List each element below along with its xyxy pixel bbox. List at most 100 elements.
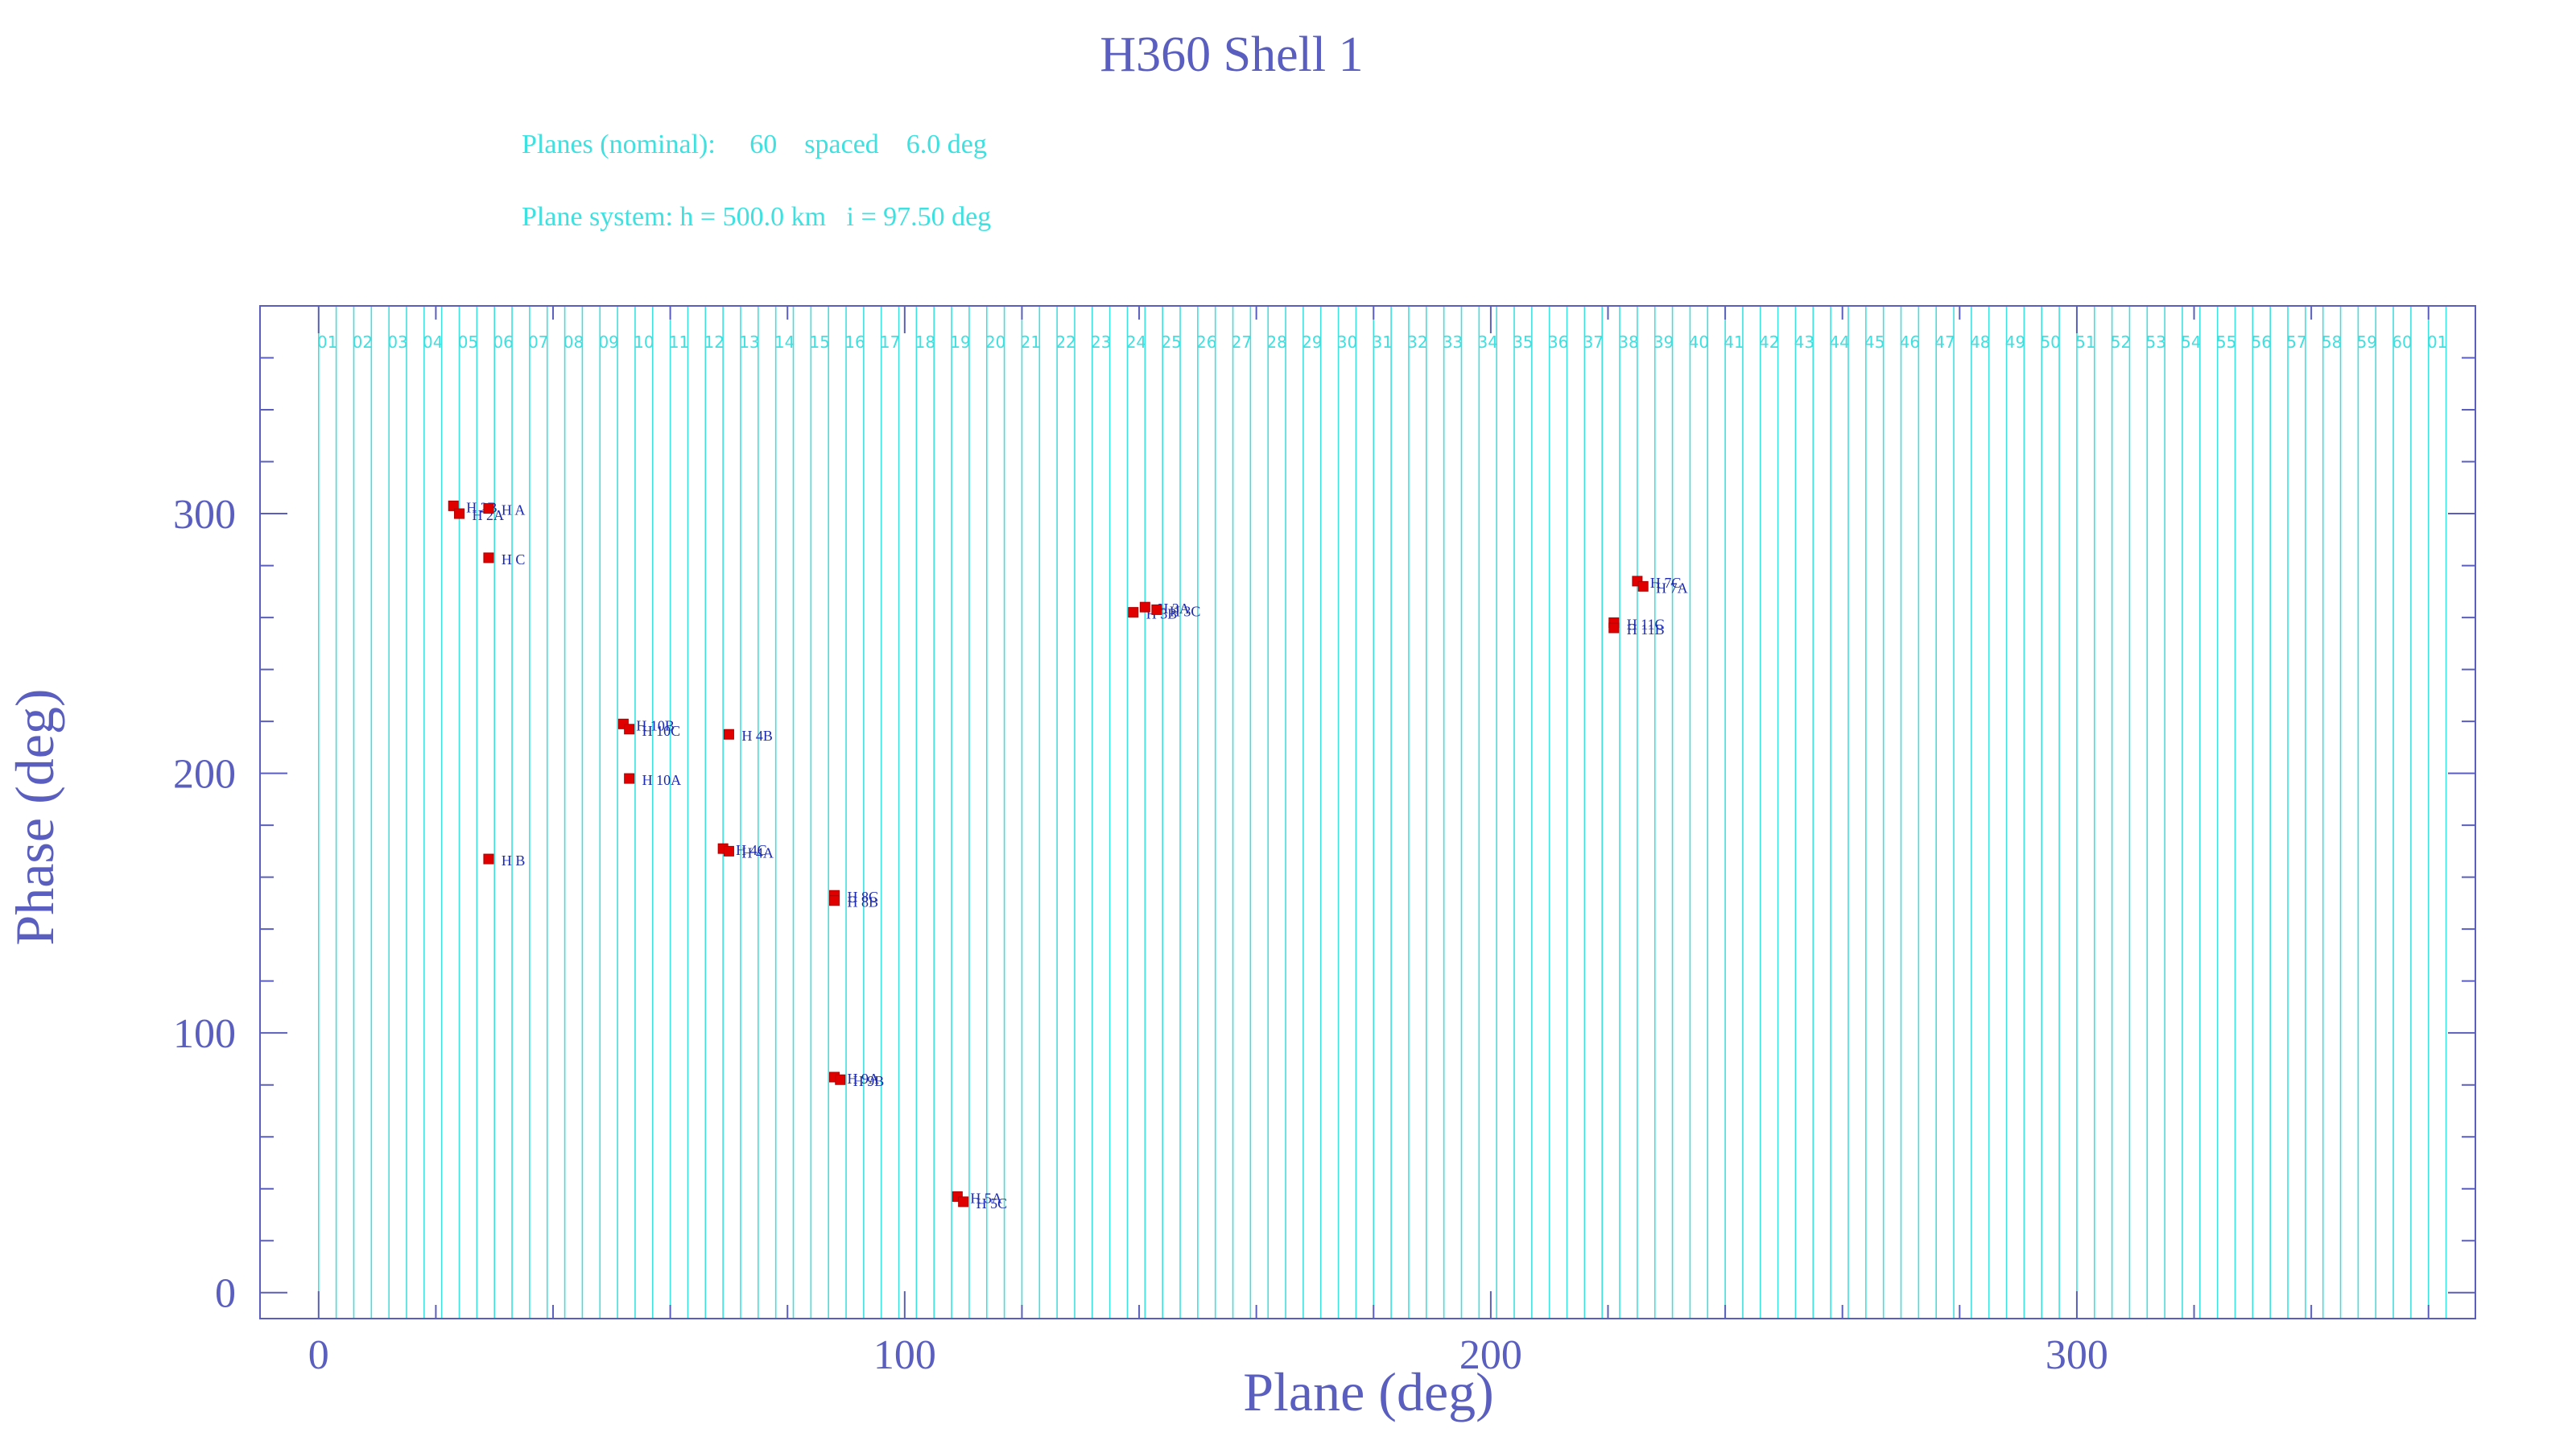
plane-label: 60 <box>2392 332 2412 352</box>
data-point-marker <box>483 853 494 865</box>
plane-label: 19 <box>950 332 970 352</box>
plane-label: 17 <box>880 332 900 352</box>
data-point-label: H 2A <box>473 507 505 523</box>
plane-label: 29 <box>1302 332 1322 352</box>
x-axis-label: Plane (deg) <box>1243 1361 1494 1422</box>
plane-label: 53 <box>2145 332 2165 352</box>
info-line-planes: Planes (nominal): 60 spaced 6.0 deg <box>522 130 987 159</box>
data-point-marker <box>835 1074 846 1085</box>
plane-label: 22 <box>1055 332 1075 352</box>
plane-label: 07 <box>528 332 548 352</box>
plane-label: 39 <box>1653 332 1674 352</box>
data-point-label: H 10C <box>642 723 681 739</box>
plane-labels: 01 02 03 04 05 06 07 08 09 10 11 12 13 14 15 16 17 18 19 20… <box>317 332 2447 352</box>
plane-label: 44 <box>1829 332 1849 352</box>
plane-label: 03 <box>387 332 407 352</box>
plane-label: 06 <box>493 332 513 352</box>
plane-label: 42 <box>1759 332 1779 352</box>
plane-label: 41 <box>1724 332 1744 352</box>
plane-label: 10 <box>634 332 654 352</box>
plane-label: 30 <box>1337 332 1357 352</box>
plane-label: 14 <box>774 332 795 352</box>
data-point-label: H 5A <box>970 1190 1002 1206</box>
y-tick-label: 200 <box>173 752 236 798</box>
plane-label: 15 <box>810 332 830 352</box>
data-point-label: H 7A <box>1656 580 1688 596</box>
plane-label: 01 <box>2427 332 2447 352</box>
plot-frame <box>259 305 2476 1319</box>
plane-label: 33 <box>1443 332 1463 352</box>
data-point-marker <box>1128 607 1139 618</box>
plane-label: 24 <box>1126 332 1146 352</box>
plane-label: 02 <box>353 332 373 352</box>
plane-label: 58 <box>2322 332 2342 352</box>
x-tick-label: 200 <box>1459 1332 1522 1378</box>
data-point-marker <box>448 500 459 511</box>
x-tick-label: 300 <box>2046 1332 2108 1378</box>
chart-title: H360 Shell 1 <box>1100 27 1363 82</box>
x-tick-label: 100 <box>873 1332 936 1378</box>
plane-label: 51 <box>2075 332 2095 352</box>
plane-label: 23 <box>1091 332 1111 352</box>
plane-label: 31 <box>1372 332 1392 352</box>
plane-label: 55 <box>2216 332 2236 352</box>
data-point-label: H A <box>502 502 526 518</box>
data-point-marker <box>454 508 465 519</box>
data-point-label: H B <box>502 852 526 869</box>
y-tick-label: 100 <box>173 1011 236 1057</box>
plane-label: 47 <box>1934 332 1955 352</box>
data-point-label: H 9B <box>853 1073 885 1089</box>
plane-label: 01 <box>317 332 337 352</box>
plane-label: 48 <box>1970 332 1990 352</box>
plane-label: 18 <box>915 332 935 352</box>
y-tick-label: 300 <box>173 492 236 538</box>
plane-label: 52 <box>2111 332 2131 352</box>
data-point-label: H 3A <box>1158 601 1190 617</box>
data-point-label: H 8C <box>847 889 878 905</box>
data-point-marker <box>483 503 494 514</box>
plane-label: 27 <box>1232 332 1252 352</box>
data-point-marker <box>958 1196 969 1208</box>
info-line-plane-system: Plane system: h = 500.0 km i = 97.50 deg <box>522 202 991 232</box>
plane-label: 12 <box>704 332 724 352</box>
plane-label: 26 <box>1196 332 1216 352</box>
plane-label: 43 <box>1794 332 1814 352</box>
plane-label: 09 <box>598 332 618 352</box>
plane-label: 34 <box>1478 332 1498 352</box>
data-point-label: H 3C <box>1170 603 1201 619</box>
data-point-label: H 4A <box>741 844 774 861</box>
plane-label: 28 <box>1266 332 1286 352</box>
data-point-marker <box>624 773 635 784</box>
plane-label: 05 <box>458 332 478 352</box>
y-tick-label: 0 <box>215 1271 236 1317</box>
plane-label: 21 <box>1021 332 1041 352</box>
data-point-marker <box>828 895 840 906</box>
plane-label: 13 <box>739 332 759 352</box>
data-point-marker <box>624 724 635 735</box>
plane-label: 08 <box>564 332 584 352</box>
data-point-marker <box>1151 604 1162 615</box>
plane-label: 20 <box>985 332 1005 352</box>
plane-label: 36 <box>1548 332 1568 352</box>
plane-label: 59 <box>2357 332 2377 352</box>
data-point-label: H 10B <box>636 717 675 733</box>
plane-label: 56 <box>2252 332 2272 352</box>
plane-label: 45 <box>1864 332 1885 352</box>
data-point-marker <box>723 729 734 740</box>
plane-lines <box>318 306 2447 1319</box>
axis-tick-labels: 0 100 200 300 0 100 200 300 <box>173 492 2108 1378</box>
data-point-label: H 10A <box>642 772 682 788</box>
plane-label: 37 <box>1583 332 1604 352</box>
plane-label: 35 <box>1513 332 1533 352</box>
data-point-marker <box>483 552 494 564</box>
plane-label: 16 <box>844 332 865 352</box>
axis-ticks <box>260 305 2475 1319</box>
plane-label: 32 <box>1407 332 1427 352</box>
data-point-label: H 5C <box>976 1195 1008 1212</box>
data-point-label: H 9A <box>847 1071 879 1087</box>
plane-label: 50 <box>2040 332 2060 352</box>
plane-label: 54 <box>2181 332 2201 352</box>
